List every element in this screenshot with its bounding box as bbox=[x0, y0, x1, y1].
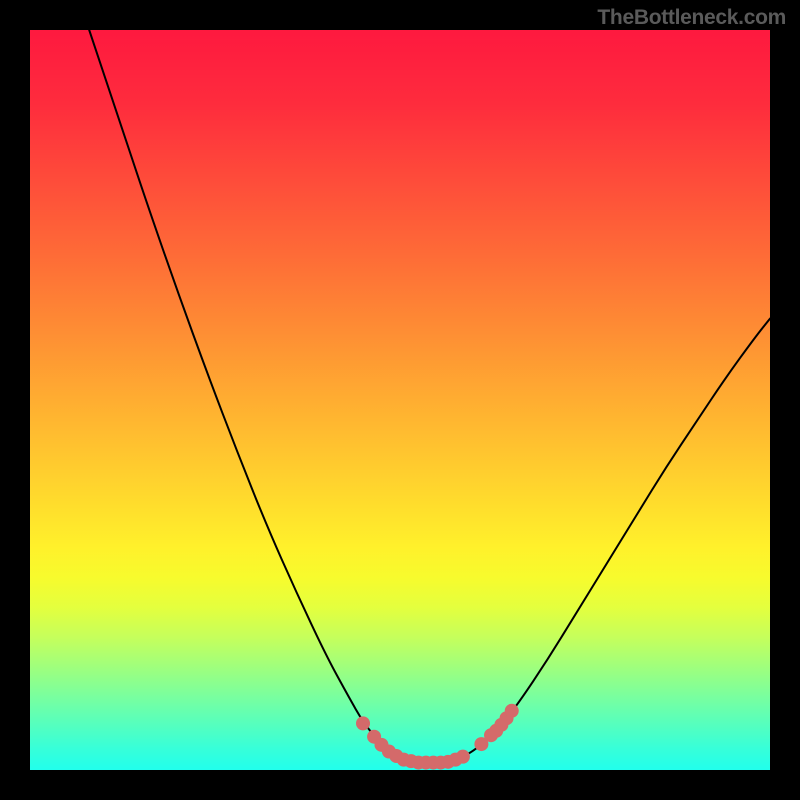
curve-marker bbox=[456, 750, 470, 764]
curve-marker bbox=[356, 716, 370, 730]
chart-background bbox=[30, 30, 770, 770]
chart-frame: TheBottleneck.com bbox=[0, 0, 800, 800]
curve-marker bbox=[505, 704, 519, 718]
watermark-text: TheBottleneck.com bbox=[597, 6, 786, 30]
bottleneck-chart bbox=[0, 0, 800, 800]
